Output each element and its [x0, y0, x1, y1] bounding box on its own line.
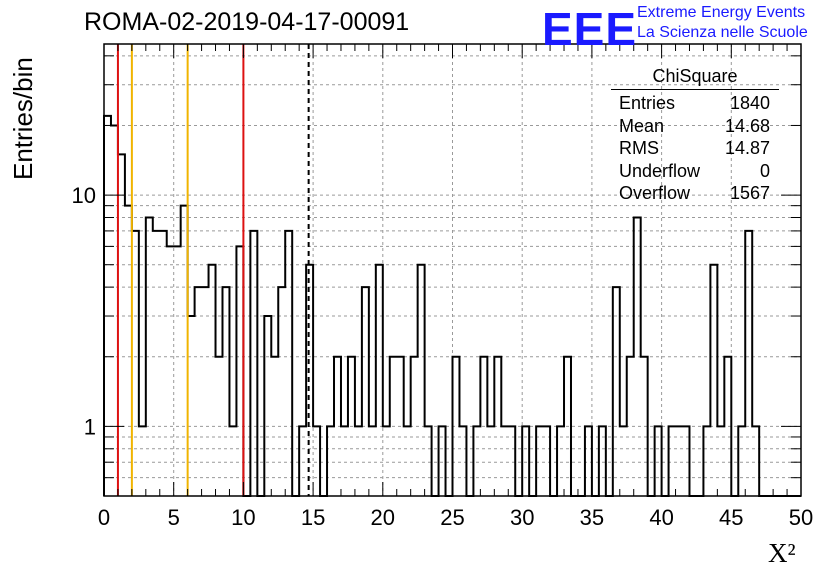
stats-row-entries: Entries 1840: [611, 93, 779, 116]
stats-label: Entries: [619, 93, 676, 113]
x-tick-label: 0: [98, 505, 110, 530]
x-tick-label: 25: [440, 505, 464, 530]
x-tick-label: 35: [580, 505, 604, 530]
stats-value: 1840: [729, 93, 770, 113]
stats-value: 1567: [729, 183, 770, 203]
stats-row-overflow: Overflow 1567: [611, 183, 779, 206]
stats-label: Overflow: [619, 183, 691, 203]
x-tick-label: 30: [510, 505, 534, 530]
stats-value: 0: [759, 160, 770, 181]
x-tick-label: 5: [168, 505, 180, 530]
chart-title: ROMA-02-2019-04-17-00091: [84, 8, 410, 36]
stats-label: Underflow: [619, 160, 701, 181]
y-tick-label: 1: [84, 414, 96, 439]
stats-value: 14.87: [724, 138, 770, 158]
stats-box: ChiSquare Entries 1840 Mean 14.68 RMS 14…: [611, 66, 779, 206]
x-tick-label: 15: [301, 505, 325, 530]
stats-value: 14.68: [724, 115, 770, 136]
x-tick-label: 20: [371, 505, 395, 530]
logo-line-2: La Scienza nelle Scuole: [637, 24, 808, 41]
stats-title: ChiSquare: [611, 66, 779, 90]
y-tick-label: 10: [72, 183, 96, 208]
stats-row-underflow: Underflow 0: [611, 161, 779, 184]
stats-label: RMS: [619, 138, 659, 158]
stats-row-mean: Mean 14.68: [611, 116, 779, 139]
stats-label: Mean: [619, 115, 665, 136]
x-tick-label: 40: [649, 505, 673, 530]
x-tick-label: 50: [789, 505, 813, 530]
stats-row-rms: RMS 14.87: [611, 138, 779, 161]
x-axis-label: X²: [768, 538, 796, 568]
x-tick-label: 45: [719, 505, 743, 530]
logo-line-1: Extreme Energy Events: [637, 4, 806, 21]
y-axis-label: Entries/bin: [8, 57, 38, 180]
eee-logo: EEE: [542, 3, 638, 55]
x-tick-label: 10: [231, 505, 255, 530]
